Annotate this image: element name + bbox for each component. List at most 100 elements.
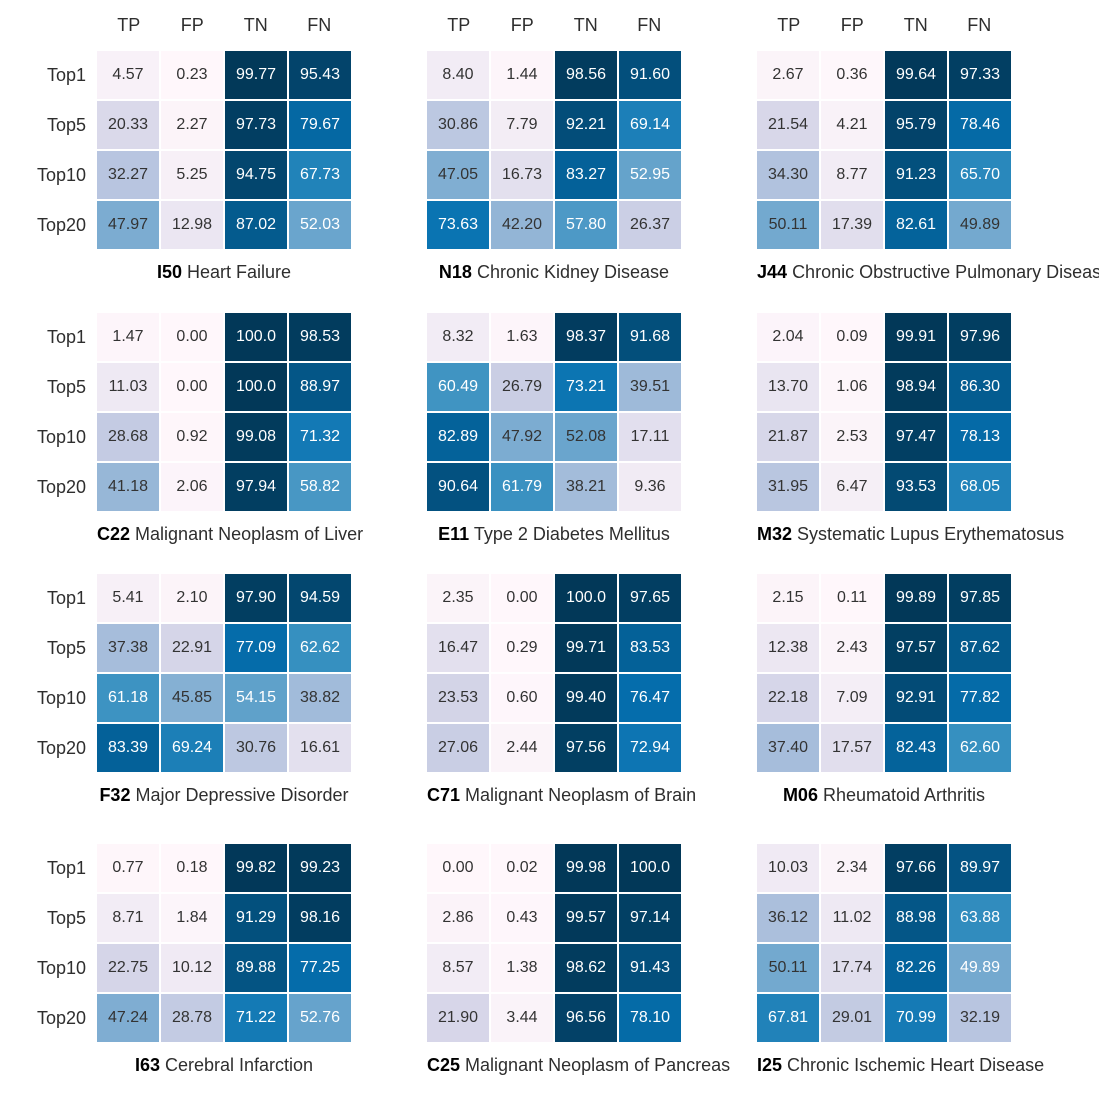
heatmap-grid: 2.04 0.09 99.91 97.96 13.70 1.06 98.94 86.30 21.… [757,313,1011,511]
heatmap-cell: 32.27 [97,151,159,199]
heatmap-cell: 73.63 [427,201,489,249]
heatmap-cell: 94.59 [289,574,351,622]
heatmap-cell: 38.82 [289,674,351,722]
heatmap-cell: 97.14 [619,894,681,942]
heatmap-cell: 77.25 [289,944,351,992]
heatmap-cell: 0.18 [161,844,223,892]
heatmap-cell: 99.57 [555,894,617,942]
heatmap-cell: 16.61 [289,724,351,772]
column-header: TP [447,15,471,35]
heatmap-cell: 61.79 [491,463,553,511]
heatmap-cell: 67.81 [757,994,819,1042]
column-header: TP [117,15,141,35]
heatmap-cell: 73.21 [555,363,617,411]
subplot-code: N18 [438,262,472,282]
heatmap-cell: 62.60 [949,724,1011,772]
heatmap-cell: 93.53 [885,463,947,511]
heatmap-cell: 89.88 [225,944,287,992]
heatmap-cell: 39.51 [619,363,681,411]
heatmap-cell: 8.71 [97,894,159,942]
subplot-code: I25 [757,1055,783,1075]
heatmap-cell: 21.87 [757,413,819,461]
row-label: Top1 [46,858,86,878]
row-label: Top5 [46,115,86,135]
subplot-code: E11 [438,524,470,544]
heatmap-cell: 28.78 [161,994,223,1042]
heatmap-cell: 0.11 [821,574,883,622]
heatmap-cell: 91.68 [619,313,681,361]
heatmap-cell: 4.57 [97,51,159,99]
heatmap-cell: 2.67 [757,51,819,99]
subplot-title: Chronic Obstructive Pulmonary Disease [792,262,1099,282]
heatmap-cell: 69.14 [619,101,681,149]
heatmap-cell: 0.09 [821,313,883,361]
heatmap-cell: 21.54 [757,101,819,149]
subplot-title: Major Depressive Disorder [135,785,349,805]
heatmap-cell: 0.60 [491,674,553,722]
heatmap-cell: 1.06 [821,363,883,411]
heatmap-cell: 42.20 [491,201,553,249]
subplot-code: C22 [97,524,131,544]
heatmap-cell: 97.56 [555,724,617,772]
heatmap-cell: 99.82 [225,844,287,892]
heatmap-cell: 98.56 [555,51,617,99]
heatmap-cell: 5.41 [97,574,159,622]
heatmap-cell: 95.79 [885,101,947,149]
subplot-caption: E11 Type 2 Diabetes Mellitus [427,523,681,545]
heatmap-cell: 30.76 [225,724,287,772]
heatmap-grid: 5.41 2.10 97.90 94.59 37.38 22.91 77.09 62.62 61… [97,574,351,772]
heatmap-cell: 47.97 [97,201,159,249]
subplot-title: Rheumatoid Arthritis [822,785,986,805]
subplot-caption: M32 Systematic Lupus Erythematosus [757,523,1064,545]
heatmap-cell: 38.21 [555,463,617,511]
heatmap-cell: 58.82 [289,463,351,511]
subplot-code: C71 [427,785,461,805]
heatmap-cell: 90.64 [427,463,489,511]
column-header: TN [903,15,928,35]
heatmap-cell: 100.0 [225,363,287,411]
heatmap-cell: 12.98 [161,201,223,249]
row-label: Top20 [36,215,86,235]
heatmap-grid: 2.35 0.00 100.0 97.65 16.47 0.29 99.71 83.53 23.… [427,574,681,772]
heatmap-cell: 71.22 [225,994,287,1042]
heatmap-cell: 0.43 [491,894,553,942]
heatmap-cell: 78.13 [949,413,1011,461]
heatmap-cell: 95.43 [289,51,351,99]
heatmap-cell: 37.40 [757,724,819,772]
subplot-title: Chronic Kidney Disease [476,262,670,282]
row-label: Top5 [46,377,86,397]
column-header: FP [510,15,534,35]
heatmap-grid: 2.67 0.36 99.64 97.33 21.54 4.21 95.79 78.46 34.… [757,51,1011,249]
row-label: Top5 [46,638,86,658]
heatmap-cell: 98.62 [555,944,617,992]
heatmap-cell: 68.05 [949,463,1011,511]
heatmap-cell: 86.30 [949,363,1011,411]
subplot-caption: I50 Heart Failure [97,261,351,283]
heatmap-cell: 30.86 [427,101,489,149]
heatmap-cell: 87.02 [225,201,287,249]
heatmap-cell: 92.21 [555,101,617,149]
column-header-row: TP FP TN FN [757,14,1011,36]
heatmap-cell: 97.33 [949,51,1011,99]
heatmap-cell: 97.90 [225,574,287,622]
column-header: TP [777,15,801,35]
heatmap-cell: 27.06 [427,724,489,772]
heatmap-cell: 1.38 [491,944,553,992]
heatmap-cell: 2.44 [491,724,553,772]
heatmap-cell: 98.37 [555,313,617,361]
subplot-code: I63 [134,1055,160,1075]
heatmap-cell: 96.56 [555,994,617,1042]
heatmap-cell: 98.53 [289,313,351,361]
heatmap-cell: 10.03 [757,844,819,892]
heatmap-cell: 52.03 [289,201,351,249]
heatmap-cell: 20.33 [97,101,159,149]
row-label: Top1 [46,327,86,347]
heatmap-cell: 82.89 [427,413,489,461]
heatmap-cell: 97.96 [949,313,1011,361]
heatmap-cell: 99.23 [289,844,351,892]
heatmap-cell: 2.53 [821,413,883,461]
heatmap-cell: 100.0 [555,574,617,622]
subplot-caption: C22 Malignant Neoplasm of Liver [97,523,363,545]
heatmap-cell: 100.0 [225,313,287,361]
heatmap-cell: 76.47 [619,674,681,722]
